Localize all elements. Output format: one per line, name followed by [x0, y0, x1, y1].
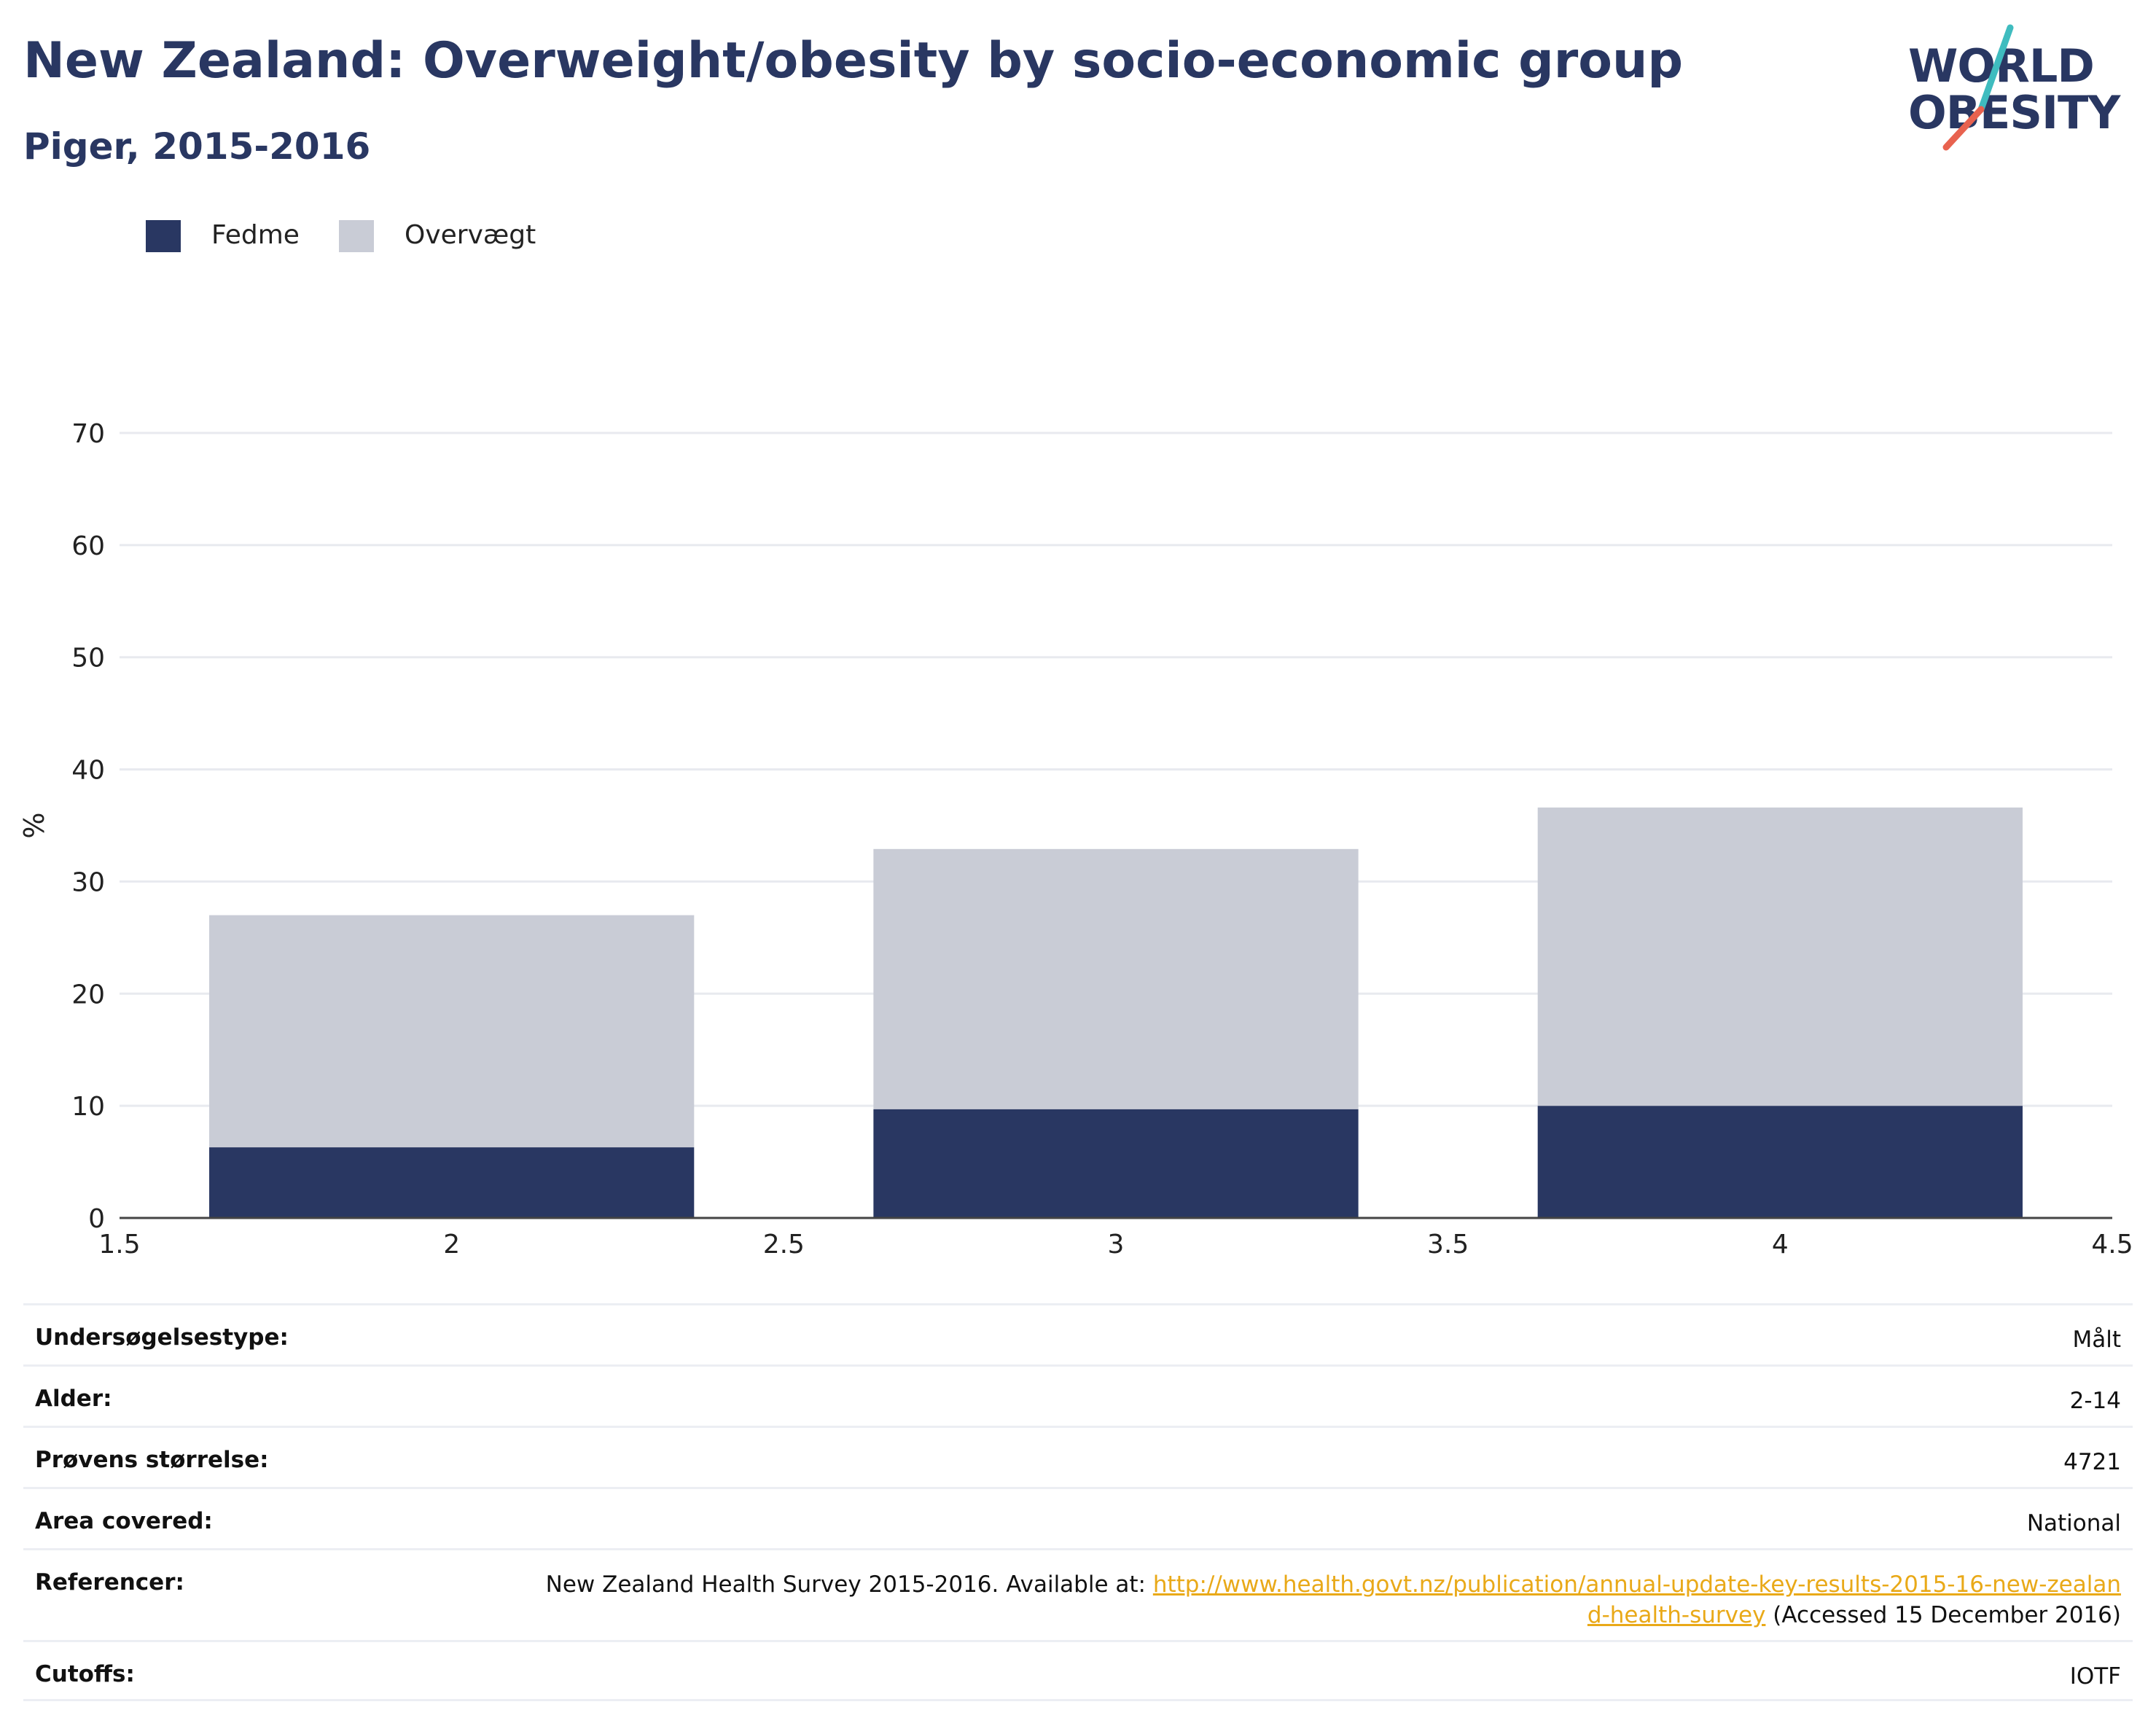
info-label: Area covered: — [35, 1508, 213, 1534]
legend-swatch-fedme — [146, 220, 181, 252]
y-tick-label: 20 — [71, 980, 105, 1009]
info-value: National — [2026, 1510, 2121, 1536]
legend-label-fedme: Fedme — [211, 220, 300, 250]
info-value: 2-14 — [2069, 1388, 2121, 1414]
y-tick-label: 30 — [71, 867, 105, 897]
y-axis-label: % — [18, 812, 50, 838]
y-tick-label: 0 — [88, 1204, 105, 1234]
info-row: Cutoffs: IOTF — [23, 1640, 2133, 1701]
x-tick-label: 3 — [1108, 1230, 1125, 1260]
info-label: Alder: — [35, 1386, 112, 1412]
bar-chart: 0 10 20 30 40 50 60 70 1.5 2 2.5 3 3.5 4 4.5% — [18, 419, 2133, 1260]
info-value: 4721 — [2063, 1449, 2121, 1475]
x-tick-label: 3.5 — [1427, 1230, 1469, 1260]
info-value: Målt — [2072, 1327, 2121, 1353]
world-obesity-logo[interactable]: WORLD OBESITY — [1895, 22, 2143, 153]
x-tick-label: 4.5 — [2091, 1230, 2133, 1260]
logo-slash-icon — [1942, 24, 2014, 151]
bar-fedme-3 — [873, 1109, 1359, 1218]
info-row: Referencer: New Zealand Health Survey 201… — [23, 1548, 2133, 1640]
chart-title: New Zealand: Overweight/obesity by socio… — [23, 32, 1684, 90]
y-tick-label: 70 — [71, 419, 105, 449]
info-row: Alder: 2-14 — [23, 1364, 2133, 1426]
bar-fedme-4 — [1537, 1106, 2023, 1218]
info-label: Referencer: — [35, 1569, 184, 1596]
info-label: Undersøgelsestype: — [35, 1324, 289, 1351]
bar-fedme-2 — [209, 1147, 695, 1218]
x-tick-label: 4 — [1772, 1230, 1789, 1260]
reference-text: New Zealand Health Survey 2015-2016. Ava… — [545, 1571, 1153, 1598]
y-tick-label: 40 — [71, 756, 105, 786]
reference-link[interactable]: http://www.health.govt.nz/publication/an… — [1152, 1571, 2121, 1628]
logo-line-2: OBESITY — [1908, 86, 2120, 139]
y-tick-label: 50 — [71, 644, 105, 673]
x-tick-label: 2 — [443, 1230, 460, 1260]
info-row: Area covered: National — [23, 1487, 2133, 1548]
info-row: Undersøgelsestype: Målt — [23, 1303, 2133, 1364]
y-tick-label: 60 — [71, 531, 105, 561]
y-tick-label: 10 — [71, 1092, 105, 1122]
reference-accessed-date: (Accessed 15 December 2016) — [1765, 1602, 2121, 1628]
info-row: Prøvens størrelse: 4721 — [23, 1426, 2133, 1487]
legend-swatch-overvaegt — [339, 220, 374, 252]
info-value: New Zealand Health Survey 2015-2016. Ava… — [545, 1569, 2121, 1630]
info-label: Cutoffs: — [35, 1661, 135, 1687]
x-tick-label: 1.5 — [98, 1230, 140, 1260]
bar-overvaegt-4 — [1537, 807, 2023, 1106]
legend-label-overvaegt: Overvægt — [405, 220, 536, 250]
chart-subtitle: Piger, 2015-2016 — [23, 125, 371, 168]
info-label: Prøvens størrelse: — [35, 1447, 269, 1473]
bar-overvaegt-2 — [209, 915, 695, 1148]
x-tick-label: 2.5 — [763, 1230, 805, 1260]
info-value: IOTF — [2069, 1663, 2121, 1690]
bar-overvaegt-3 — [873, 848, 1359, 1109]
survey-info-table: Undersøgelsestype: Målt Alder: 2-14 Prøvens … — [23, 1303, 2133, 1701]
